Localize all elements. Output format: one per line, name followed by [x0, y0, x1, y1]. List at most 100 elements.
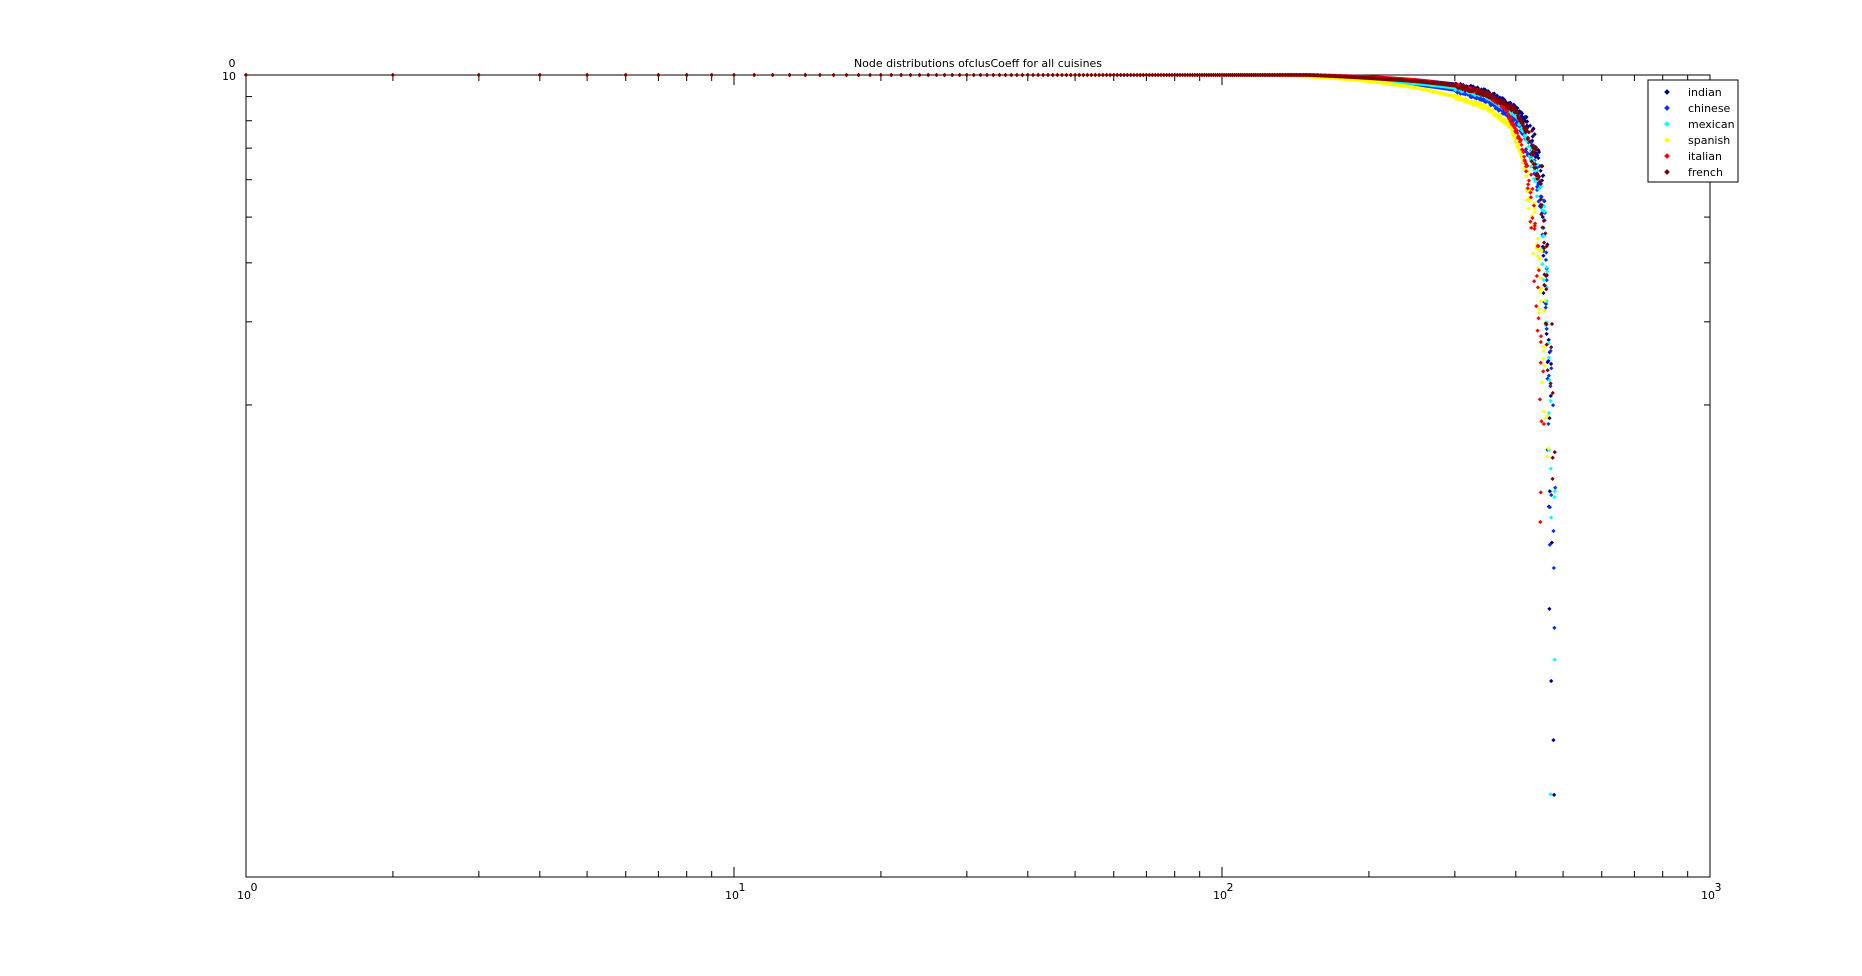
data-point [1546, 421, 1551, 427]
data-point [1530, 251, 1536, 256]
data-point [1526, 206, 1531, 211]
data-point [1538, 360, 1543, 365]
data-point [1528, 190, 1533, 195]
data-point [1545, 360, 1550, 365]
data-point [1537, 307, 1542, 312]
data-point [1551, 737, 1556, 743]
data-point [1547, 416, 1552, 421]
legend-marker [1664, 153, 1670, 159]
data-point [1534, 304, 1539, 309]
data-point [1526, 182, 1531, 187]
data-point [1525, 186, 1530, 191]
data-point [1538, 197, 1544, 202]
data-point [1537, 310, 1542, 315]
y-tick-label-base: 10 [222, 70, 236, 83]
data-point [1541, 198, 1547, 203]
data-point [1531, 149, 1536, 155]
data-point [1523, 147, 1529, 152]
data-point [1533, 161, 1538, 167]
data-point [1539, 380, 1545, 385]
data-point [1541, 348, 1546, 354]
data-point [1545, 269, 1550, 274]
legend-marker [1664, 121, 1670, 127]
chart-title: Node distributions ofclusCoeff for all c… [854, 57, 1102, 70]
data-point [1551, 528, 1556, 534]
legend-label-french: french [1688, 166, 1723, 179]
data-point [1536, 236, 1541, 241]
data-point [1541, 218, 1546, 223]
data-point [1521, 149, 1526, 155]
data-point [1548, 792, 1553, 797]
data-point [1546, 373, 1552, 378]
data-point [1549, 678, 1554, 684]
data-point [1552, 489, 1557, 494]
data-point [1538, 490, 1543, 495]
data-point [1532, 132, 1537, 137]
data-point [1544, 287, 1549, 292]
data-point [1546, 355, 1552, 360]
data-point [1538, 168, 1543, 173]
data-point [1548, 393, 1553, 399]
data-point [1537, 256, 1542, 261]
data-point [1552, 450, 1557, 455]
data-point [1532, 226, 1537, 231]
data-point [1523, 128, 1528, 134]
data-point [1548, 384, 1553, 389]
data-point [1548, 348, 1553, 354]
data-point [1532, 209, 1537, 215]
x-tick-label-base: 10 [725, 889, 739, 902]
data-point [1539, 248, 1544, 254]
data-point [1543, 257, 1549, 263]
data-point [1544, 331, 1549, 337]
data-point [1536, 174, 1542, 179]
data-point [1535, 285, 1541, 290]
data-point [1548, 381, 1553, 386]
data-point [1552, 625, 1557, 631]
data-point [1539, 164, 1545, 169]
data-point [1544, 278, 1549, 283]
data-point [1538, 181, 1543, 187]
data-point [1544, 244, 1549, 249]
legend-label-spanish: spanish [1688, 134, 1730, 147]
data-point [1538, 289, 1543, 294]
x-tick-label-base: 10 [1213, 889, 1227, 902]
data-point [1526, 178, 1532, 183]
data-point [1536, 186, 1541, 192]
data-point [1524, 164, 1529, 169]
plot-area [245, 74, 1711, 878]
data-point [1532, 279, 1537, 284]
data-point [1553, 485, 1558, 490]
data-point [1537, 397, 1543, 402]
x-tick-label-exp: 1 [739, 881, 746, 894]
data-point [1549, 515, 1554, 520]
legend-label-indian: indian [1688, 86, 1722, 99]
legend-box [1647, 79, 1739, 183]
data-point [1547, 606, 1552, 612]
data-point [1550, 403, 1556, 408]
data-point [1532, 206, 1537, 212]
data-point [1542, 363, 1547, 368]
data-point [1547, 377, 1552, 383]
data-point [1545, 413, 1550, 418]
data-point [1527, 198, 1532, 203]
data-point [1535, 253, 1541, 259]
data-point [1545, 368, 1550, 373]
data-point [1525, 135, 1531, 140]
data-point [1542, 272, 1547, 277]
x-tick-label-exp: 3 [1715, 881, 1722, 894]
data-point [1529, 172, 1534, 177]
data-point [1536, 268, 1541, 273]
data-point [1546, 337, 1551, 342]
data-point [1548, 361, 1554, 366]
data-point [1540, 225, 1545, 230]
legend-label-chinese: chinese [1688, 102, 1731, 115]
legend-label-mexican: mexican [1688, 118, 1735, 131]
data-point [1539, 419, 1544, 424]
legend-marker [1664, 105, 1670, 111]
data-point [1547, 489, 1552, 494]
data-point [1547, 505, 1552, 510]
data-point [1538, 334, 1544, 339]
data-point [1509, 128, 1515, 133]
data-point [1533, 178, 1538, 184]
data-point [1550, 390, 1555, 396]
